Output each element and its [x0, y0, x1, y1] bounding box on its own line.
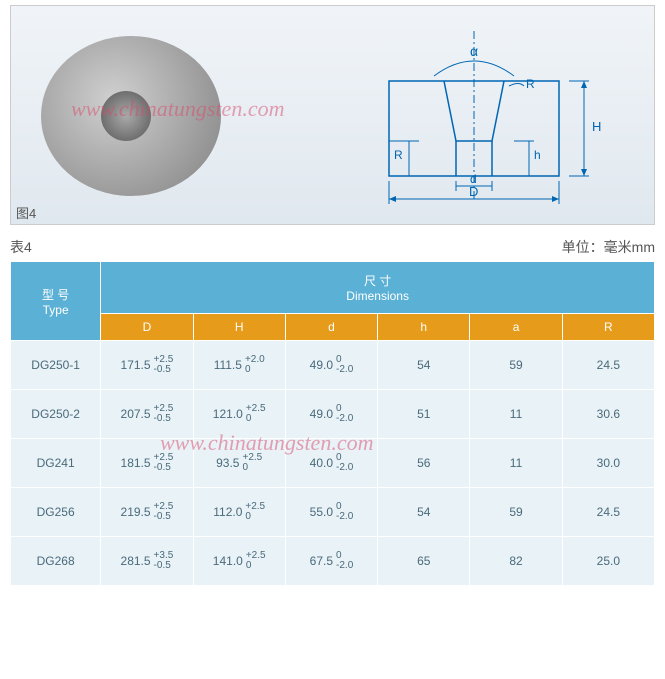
table-row: DG250-2207.5+2.5-0.5121.0+2.5049.00-2.05…	[11, 390, 655, 439]
cell-R: 25.0	[562, 537, 654, 586]
cell-h: 51	[378, 390, 470, 439]
product-photo	[41, 36, 221, 196]
col-a: a	[470, 314, 562, 341]
cell-a: 82	[470, 537, 562, 586]
cell-d: 49.00-2.0	[285, 341, 377, 390]
cell-D: 207.5+2.5-0.5	[101, 390, 193, 439]
cell-a: 11	[470, 390, 562, 439]
table-caption-row: 表4 单位：毫米mm	[10, 237, 655, 257]
cell-d: 67.50-2.0	[285, 537, 377, 586]
cell-d: 49.00-2.0	[285, 390, 377, 439]
cell-R: 30.6	[562, 390, 654, 439]
cell-D: 281.5+3.5-0.5	[101, 537, 193, 586]
col-D: D	[101, 314, 193, 341]
r-left-label: R	[394, 148, 403, 162]
h-small-label: h	[534, 148, 541, 162]
cell-type: DG241	[11, 439, 101, 488]
cell-d: 40.00-2.0	[285, 439, 377, 488]
cell-D: 171.5+2.5-0.5	[101, 341, 193, 390]
table-row: DG250-1171.5+2.5-0.5111.5+2.0049.00-2.05…	[11, 341, 655, 390]
h-cap-label: H	[592, 119, 601, 134]
table-row: DG268281.5+3.5-0.5141.0+2.5067.50-2.0658…	[11, 537, 655, 586]
cell-D: 181.5+2.5-0.5	[101, 439, 193, 488]
cell-h: 56	[378, 439, 470, 488]
d-cap-label: D	[469, 184, 478, 199]
header-dimensions: 尺 寸 Dimensions	[101, 262, 655, 314]
unit-label: 单位：毫米mm	[562, 237, 655, 257]
cell-R: 24.5	[562, 341, 654, 390]
cell-type: DG250-2	[11, 390, 101, 439]
cell-H: 112.0+2.50	[193, 488, 285, 537]
diagram-section: α R H h R d D 图4 www.china	[10, 5, 655, 225]
cell-H: 111.5+2.00	[193, 341, 285, 390]
cell-R: 24.5	[562, 488, 654, 537]
table-label: 表4	[10, 237, 32, 257]
r-label: R	[526, 77, 535, 91]
cell-a: 59	[470, 488, 562, 537]
column-headers-row: D H d h a R	[11, 314, 655, 341]
cell-type: DG256	[11, 488, 101, 537]
cell-H: 121.0+2.50	[193, 390, 285, 439]
cell-a: 11	[470, 439, 562, 488]
col-d: d	[285, 314, 377, 341]
cell-H: 141.0+2.50	[193, 537, 285, 586]
header-type: 型 号 Type	[11, 262, 101, 341]
cell-h: 54	[378, 488, 470, 537]
table-row: DG241181.5+2.5-0.593.5+2.5040.00-2.05611…	[11, 439, 655, 488]
alpha-label: α	[470, 43, 478, 59]
cell-type: DG268	[11, 537, 101, 586]
table-row: DG256219.5+2.5-0.5112.0+2.5055.00-2.0545…	[11, 488, 655, 537]
col-R: R	[562, 314, 654, 341]
figure-label: 图4	[16, 203, 36, 222]
col-h: h	[378, 314, 470, 341]
cell-R: 30.0	[562, 439, 654, 488]
technical-drawing: α R H h R d D	[334, 26, 614, 206]
cell-H: 93.5+2.50	[193, 439, 285, 488]
cell-h: 65	[378, 537, 470, 586]
cell-h: 54	[378, 341, 470, 390]
dimensions-table: 型 号 Type 尺 寸 Dimensions D H d h a R DG25…	[10, 261, 655, 586]
cell-d: 55.00-2.0	[285, 488, 377, 537]
cell-a: 59	[470, 341, 562, 390]
cell-D: 219.5+2.5-0.5	[101, 488, 193, 537]
col-H: H	[193, 314, 285, 341]
cell-type: DG250-1	[11, 341, 101, 390]
